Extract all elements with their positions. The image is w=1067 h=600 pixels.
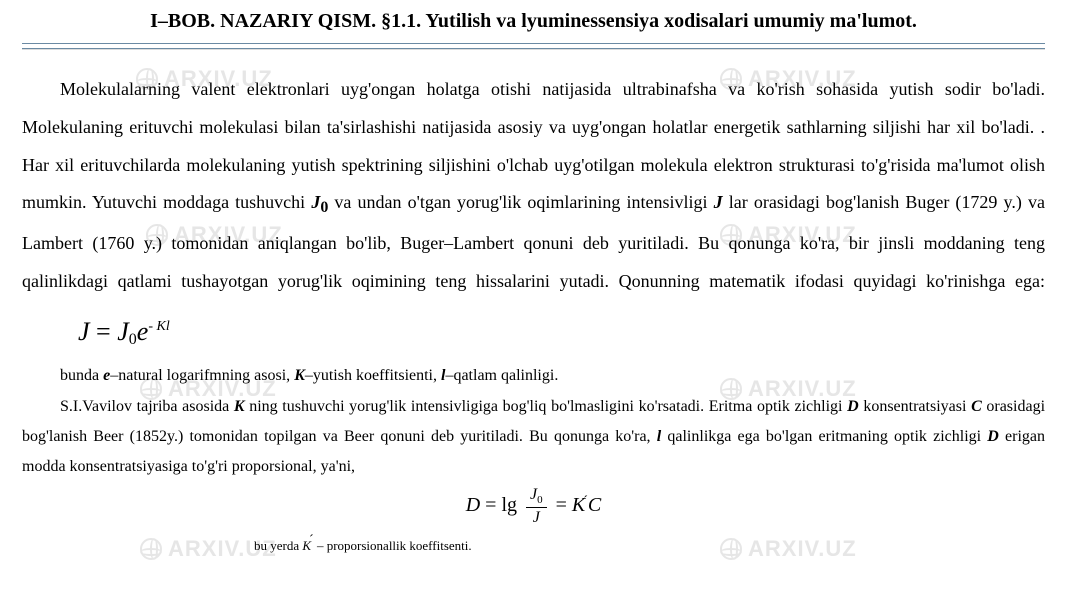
main-paragraph: Molekulalarning valent elektronlari uyg'… [22,71,1045,355]
formula-buger-lambert: J = J0e- Kl [40,305,170,360]
bunda-line: bunda e–natural logarifmning asosi, K–yu… [22,361,1045,391]
sym-j0: J0 [311,192,328,212]
formula-beer: D = lg J0 J = K´C [22,485,1045,527]
fraction: J0 J [526,485,547,527]
page-title: I–BOB. NAZARIY QISM. §1.1. Yutilish va l… [22,10,1045,41]
title-underline [22,43,1045,49]
footnote: bu yerda K´ – proporsionallik koeffitsen… [22,533,1045,554]
sym-j: J [714,192,723,212]
vavilov-paragraph: S.I.Vavilov tajriba asosida K ning tushu… [22,392,1045,483]
page-content: I–BOB. NAZARIY QISM. §1.1. Yutilish va l… [0,0,1067,554]
body-text-2: va undan o'tgan yorug'lik oqimlarining i… [328,192,713,212]
